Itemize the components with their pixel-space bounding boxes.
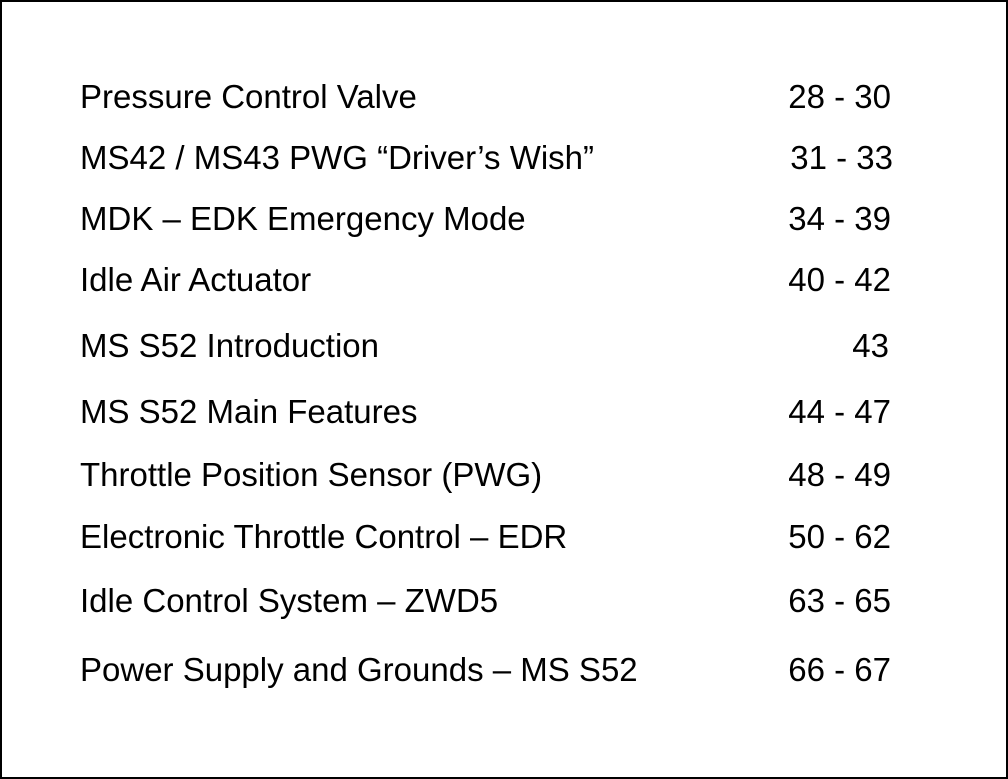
toc-entry: Idle Air Actuator 40 - 42 — [2, 260, 1008, 300]
toc-entry: MDK – EDK Emergency Mode 34 - 39 — [2, 199, 1008, 239]
toc-entry-title: Idle Air Actuator — [80, 261, 312, 298]
toc-entry-pages: 43 — [852, 327, 889, 364]
toc-entry: Power Supply and Grounds – MS S52 66 - 6… — [2, 650, 1008, 690]
toc-entry-title: Power Supply and Grounds – MS S52 — [80, 651, 638, 688]
toc-entry: Electronic Throttle Control – EDR 50 - 6… — [2, 517, 1008, 557]
toc-entry-title: Idle Control System – ZWD5 — [80, 582, 499, 619]
toc-entry: Throttle Position Sensor (PWG) 48 - 49 — [2, 455, 1008, 495]
toc-entry-pages: 44 - 47 — [788, 393, 891, 430]
toc-entry-pages: 48 - 49 — [788, 456, 891, 493]
toc-entry-title: Pressure Control Valve — [80, 78, 417, 115]
toc-entry-title: Throttle Position Sensor (PWG) — [80, 456, 543, 493]
toc-entry: Idle Control System – ZWD5 63 - 65 — [2, 581, 1008, 621]
toc-entry-title: MS S52 Introduction — [80, 327, 379, 364]
toc-entry-pages: 31 - 33 — [790, 139, 893, 176]
toc-entry-pages: 66 - 67 — [788, 651, 891, 688]
toc-entry: MS42 / MS43 PWG “Driver’s Wish” 31 - 33 — [2, 138, 1008, 178]
toc-entry-title: MS S52 Main Features — [80, 393, 418, 430]
toc-entry: MS S52 Main Features 44 - 47 — [2, 392, 1008, 432]
toc-entry-pages: 28 - 30 — [788, 78, 891, 115]
toc-entry: MS S52 Introduction 43 — [2, 326, 1008, 366]
toc-entry-title: Electronic Throttle Control – EDR — [80, 518, 568, 555]
toc-entry-title: MS42 / MS43 PWG “Driver’s Wish” — [80, 139, 595, 176]
toc-entry-pages: 40 - 42 — [788, 261, 891, 298]
toc-entry: Pressure Control Valve 28 - 30 — [2, 77, 1008, 117]
toc-entry-pages: 63 - 65 — [788, 582, 891, 619]
toc-entry-pages: 50 - 62 — [788, 518, 891, 555]
toc-entry-title: MDK – EDK Emergency Mode — [80, 200, 526, 237]
toc-entry-pages: 34 - 39 — [788, 200, 891, 237]
